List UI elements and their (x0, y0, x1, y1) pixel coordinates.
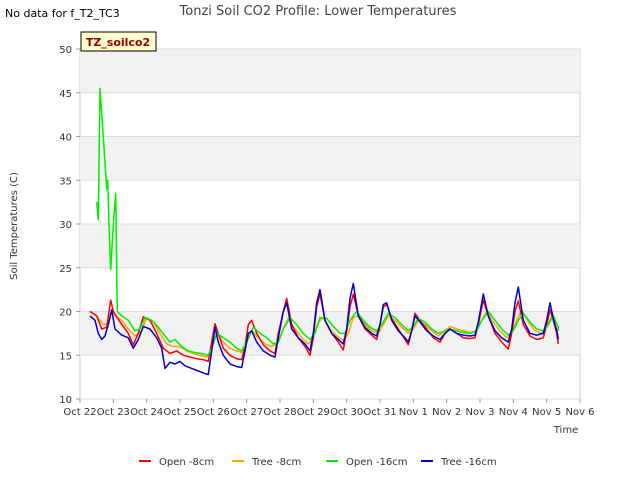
x-tick-label: Nov 1 (399, 407, 428, 418)
grid-lines (80, 48, 580, 400)
x-tick-label: Oct 31 (363, 407, 396, 418)
x-tick-label: Nov 2 (432, 407, 461, 418)
x-tick-label: Oct 23 (97, 407, 130, 418)
y-tick-label: 15 (59, 351, 72, 362)
legend-item: Tree -16cm (421, 457, 497, 468)
x-tick-label: Oct 30 (330, 407, 363, 418)
y-tick-label: 40 (59, 133, 72, 144)
annotation-label: TZ_soilco2 (86, 36, 150, 49)
y-tick-label: 50 (59, 45, 72, 56)
x-tick-label: Oct 26 (197, 407, 230, 418)
x-tick-label: Nov 5 (532, 407, 561, 418)
x-tick-label: Oct 29 (297, 407, 330, 418)
x-tick-label: Nov 4 (499, 407, 528, 418)
grid-band (80, 311, 580, 356)
y-tick-label: 45 (59, 89, 72, 100)
x-axis-ticks: Oct 22 Oct 23 Oct 24 Oct 25 Oct 26 Oct 27 Oct … (63, 399, 595, 418)
legend-label: Tree -8cm (251, 457, 301, 468)
series-lines (89, 87, 560, 376)
y-tick-label: 20 (59, 308, 72, 319)
series-line-tree-16cm (89, 282, 560, 376)
no-data-note: No data for f_T2_TC3 (5, 7, 120, 20)
y-axis-ticks: 10 15 20 25 30 35 40 45 50 (59, 45, 80, 406)
legend-item: Open -8cm (139, 457, 214, 468)
legend-label: Open -8cm (159, 457, 214, 468)
y-tick-label: 25 (59, 264, 72, 275)
x-tick-label: Oct 24 (130, 407, 163, 418)
grid-band (80, 136, 580, 181)
grid-band (80, 224, 580, 268)
x-tick-label: Oct 28 (263, 407, 296, 418)
chart-title: Tonzi Soil CO2 Profile: Lower Temperatur… (179, 4, 457, 19)
y-axis-label: Soil Temperatures (C) (9, 172, 20, 280)
legend-item: Tree -8cm (232, 457, 301, 468)
legend: Open -8cm Tree -8cm Open -16cm Tree -16cm (139, 457, 497, 468)
x-tick-label: Nov 3 (465, 407, 494, 418)
x-tick-label: Nov 6 (565, 407, 594, 418)
x-tick-label: Oct 25 (163, 407, 196, 418)
x-tick-label: Oct 27 (230, 407, 263, 418)
y-tick-label: 10 (59, 395, 72, 406)
y-tick-label: 35 (59, 176, 72, 187)
grid-band (80, 49, 580, 93)
grid-bands (80, 49, 580, 356)
y-tick-label: 30 (59, 220, 72, 231)
annotation-box: TZ_soilco2 (80, 31, 157, 52)
x-axis-label: Time (553, 425, 578, 436)
legend-item: Open -16cm (326, 457, 407, 468)
legend-label: Open -16cm (346, 457, 407, 468)
legend-label: Tree -16cm (440, 457, 497, 468)
x-tick-label: Oct 22 (63, 407, 96, 418)
series-line-open-16cm (95, 87, 560, 357)
